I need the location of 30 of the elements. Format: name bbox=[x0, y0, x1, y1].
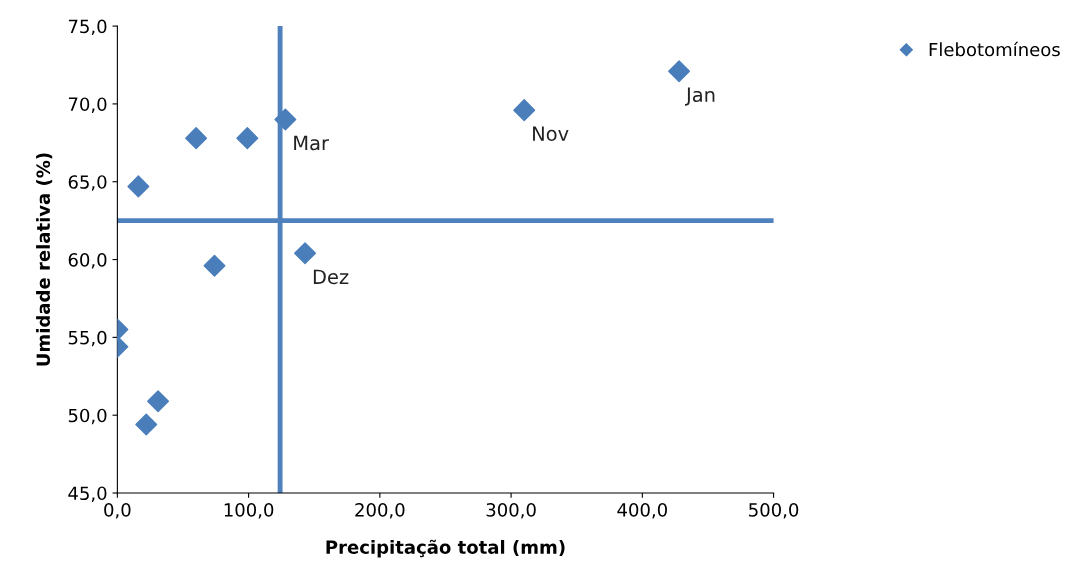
x-axis-title: Precipitação total (mm) bbox=[326, 539, 565, 558]
point bbox=[513, 99, 536, 122]
y-tick-label: 70,0 bbox=[68, 97, 107, 113]
y-tick-label: 55,0 bbox=[68, 330, 107, 347]
y-tick-label: 65,0 bbox=[68, 175, 107, 191]
x-tick-label: 0,0 bbox=[104, 503, 131, 519]
annotation: Nov bbox=[533, 126, 569, 141]
annotation: Mar bbox=[294, 135, 329, 151]
legend-label: Flebotomíneos bbox=[929, 41, 1060, 57]
y-tick-label: 75,0 bbox=[68, 19, 107, 36]
point bbox=[185, 127, 208, 150]
point bbox=[274, 108, 297, 131]
point bbox=[135, 413, 158, 436]
y-tick-label: 45,0 bbox=[68, 486, 107, 502]
x-tick-label: 100,0 bbox=[224, 503, 274, 519]
x-tick-label: 500,0 bbox=[749, 503, 799, 519]
annotation: Dez bbox=[313, 269, 349, 285]
y-tick-label: 50,0 bbox=[68, 408, 107, 425]
point bbox=[127, 175, 150, 198]
x-tick-label: 400,0 bbox=[617, 503, 667, 519]
y-axis-title: Umidade relativa (%) bbox=[36, 153, 53, 366]
point bbox=[203, 254, 226, 277]
y-tick-label: 60,0 bbox=[68, 253, 107, 269]
point bbox=[294, 242, 317, 265]
x-tick-label: 200,0 bbox=[355, 503, 405, 519]
point bbox=[668, 60, 691, 83]
point bbox=[147, 390, 170, 413]
annotation: Jan bbox=[685, 87, 715, 106]
x-tick-label: 300,0 bbox=[486, 503, 536, 519]
point bbox=[236, 127, 259, 150]
